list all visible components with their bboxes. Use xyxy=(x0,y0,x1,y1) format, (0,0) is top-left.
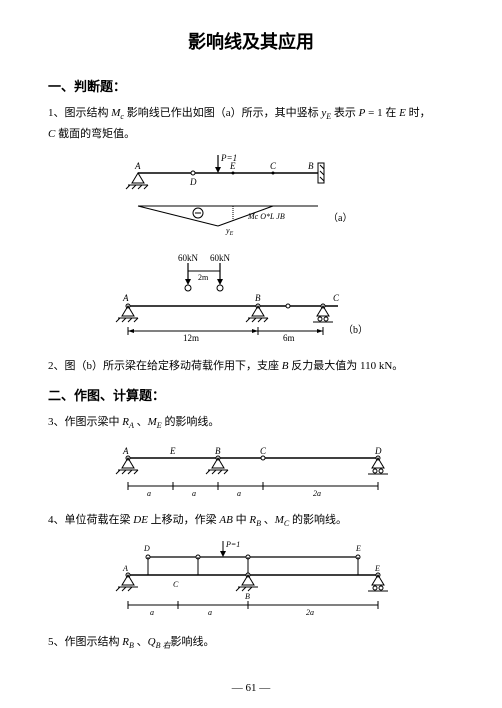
f4-b: B xyxy=(245,592,250,601)
fb-c: C xyxy=(333,293,340,303)
q1-t4: = 1 在 xyxy=(365,107,399,119)
fb-span2: 6m xyxy=(283,333,295,343)
fa-b: B xyxy=(308,161,314,171)
figure-b: 60kN 60kN 2m A B C 12m 6m （b） xyxy=(108,251,388,346)
figure-3: E A B C D a a a 2a xyxy=(108,440,408,500)
fb-tag: （b） xyxy=(343,324,368,336)
page-title: 影响线及其应用 xyxy=(48,28,454,54)
figure-4: P=1 D E A C B E a a 2a xyxy=(108,537,408,622)
figure-a: P=1 A D E C B yE Mc O*L JB （a） xyxy=(118,151,388,241)
q4-t4: 的影响线。 xyxy=(289,514,347,526)
question-5: 5、作图示结构 RB 、QB 右影响线。 xyxy=(48,632,454,653)
q1-rest: 截面的弯矩值。 xyxy=(55,128,135,140)
q4-t1: 4、单位荷载在梁 xyxy=(48,514,133,526)
f3-a3: a xyxy=(237,489,241,498)
f3-a1: a xyxy=(147,489,151,498)
fb-b: B xyxy=(255,293,261,303)
fa-tag: （a） xyxy=(328,212,352,224)
f4-d: D xyxy=(143,544,150,553)
q4-t3: 中 xyxy=(233,514,250,526)
q5-t2: 影响线。 xyxy=(170,636,214,648)
ra-sym: R xyxy=(122,416,129,428)
q5-rb: RB xyxy=(122,636,134,648)
question-3: 3、作图示梁中 RA 、ME 的影响线。 xyxy=(48,412,454,433)
f3-c: C xyxy=(260,446,267,456)
fa-mc-text: Mc O*L JB xyxy=(247,212,285,221)
f3-a4: 2a xyxy=(313,489,321,498)
q3-me: ME xyxy=(148,416,162,428)
f3-a: A xyxy=(122,446,129,456)
q4-sep: 、 xyxy=(261,514,275,526)
fa-a: A xyxy=(134,161,141,171)
section1-heading: 一、判断题： xyxy=(48,76,454,95)
q4-de: DE xyxy=(133,514,148,526)
q5-q: QB 右 xyxy=(148,636,171,648)
q1-t2: 影响线已作出如图（a）所示，其中竖标 xyxy=(124,107,321,119)
f4-p: P=1 xyxy=(225,540,240,549)
f3-e: E xyxy=(169,446,176,456)
q1-t1: 1、图示结构 xyxy=(48,107,111,119)
question-1-line2: C 截面的弯矩值。 xyxy=(48,124,454,145)
q-sym: Q xyxy=(148,636,156,648)
fb-gap: 2m xyxy=(198,273,209,282)
f4-c: C xyxy=(173,580,179,589)
q4-mc: MC xyxy=(275,514,290,526)
q1-ye: yE xyxy=(321,107,331,119)
question-1: 1、图示结构 Mc 影响线已作出如图（a）所示，其中竖标 yE 表示 P = 1… xyxy=(48,103,454,124)
fb-span1: 12m xyxy=(183,333,199,343)
f3-b: B xyxy=(215,446,221,456)
q1-t3: 表示 xyxy=(331,107,359,119)
f3-d: D xyxy=(374,446,382,456)
q5-sep: 、 xyxy=(134,636,148,648)
q2-t2: 反力最大值为 110 kN。 xyxy=(288,360,403,372)
fa-e: E xyxy=(229,161,236,171)
fa-c: C xyxy=(270,161,277,171)
fb-l1: 60kN xyxy=(178,253,199,263)
rb2-sym: R xyxy=(122,636,129,648)
q5-t1: 5、作图示结构 xyxy=(48,636,122,648)
question-2: 2、图（b）所示梁在给定移动荷载作用下，支座 B 反力最大值为 110 kN。 xyxy=(48,356,454,377)
question-4: 4、单位荷载在梁 DE 上移动，作梁 AB 中 RB 、MC 的影响线。 xyxy=(48,510,454,531)
q-sub: B 右 xyxy=(156,641,171,650)
fa-d: D xyxy=(189,177,197,187)
f4-e: E xyxy=(374,564,380,573)
page-number: — 61 — xyxy=(0,682,502,694)
f4-a3: 2a xyxy=(306,608,314,617)
q1-mc: Mc xyxy=(111,107,124,119)
f3-a2: a xyxy=(192,489,196,498)
q1-e: E xyxy=(399,107,406,119)
q3-t1: 3、作图示梁中 xyxy=(48,416,122,428)
section2-heading: 二、作图、计算题： xyxy=(48,385,454,404)
f4-etop: E xyxy=(355,544,361,553)
mc2-sym: M xyxy=(275,514,284,526)
fb-l2: 60kN xyxy=(210,253,231,263)
me-sym: M xyxy=(148,416,157,428)
q1-t5: 时， xyxy=(406,107,431,119)
fb-a: A xyxy=(122,293,129,303)
q4-rb: RB xyxy=(249,514,261,526)
q3-ra: RA xyxy=(122,416,134,428)
q3-t2: 的影响线。 xyxy=(162,416,220,428)
q2-t1: 2、图（b）所示梁在给定移动荷载作用下，支座 xyxy=(48,360,282,372)
f4-a2: a xyxy=(208,608,212,617)
q3-sep: 、 xyxy=(134,416,148,428)
fa-ye: yE xyxy=(225,226,234,237)
q4-ab: AB xyxy=(219,514,232,526)
f4-a1: a xyxy=(150,608,154,617)
q4-t2: 上移动，作梁 xyxy=(148,514,220,526)
f4-a: A xyxy=(122,564,128,573)
